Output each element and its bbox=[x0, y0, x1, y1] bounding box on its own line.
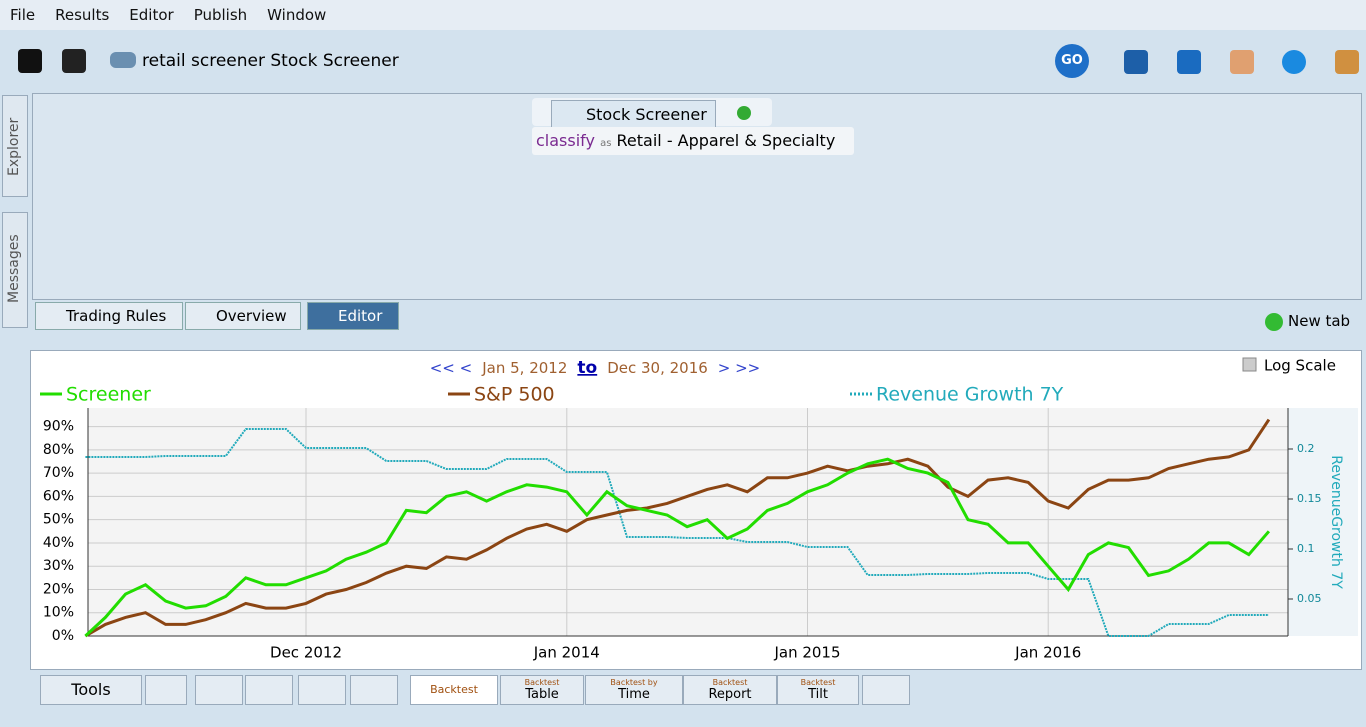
nav-next[interactable]: > >> bbox=[718, 359, 760, 377]
menu-item[interactable]: Window bbox=[267, 6, 327, 24]
tab-caption: Backtest bbox=[800, 678, 836, 687]
legend-label: S&P 500 bbox=[474, 384, 555, 406]
rule-value[interactable]: Retail - Apparel & Specialty bbox=[616, 131, 836, 150]
nav-to[interactable]: to bbox=[577, 358, 597, 378]
side-tab[interactable]: Explorer bbox=[2, 95, 28, 197]
menu-item[interactable]: Results bbox=[55, 6, 110, 24]
tab-label: Time bbox=[618, 687, 650, 702]
y-tick-label: 60% bbox=[43, 488, 74, 504]
x-tick-label: Dec 2012 bbox=[270, 644, 342, 662]
page-title: retail screener Stock Screener bbox=[142, 51, 399, 71]
bottom-tab[interactable]: Backtest by Time bbox=[585, 675, 683, 705]
rule-row: classify as Retail - Apparel & Specialty bbox=[532, 127, 854, 155]
y-tick-label: 40% bbox=[43, 535, 74, 551]
menu-item[interactable]: Editor bbox=[129, 6, 174, 24]
bottom-tab[interactable]: Tools bbox=[40, 675, 142, 705]
tab-label: Backtest bbox=[430, 683, 478, 696]
help-button[interactable] bbox=[1282, 50, 1306, 74]
y-tick-label: 90% bbox=[43, 419, 74, 435]
screener-icon bbox=[110, 52, 136, 68]
series-line bbox=[85, 428, 1269, 637]
new-tab-button[interactable]: New tab bbox=[1288, 312, 1351, 330]
tab-label: Tilt bbox=[808, 687, 828, 702]
side-tab[interactable]: Messages bbox=[2, 212, 28, 328]
editor-tab[interactable]: Stock Screener bbox=[551, 100, 716, 127]
legend-label: Revenue Growth 7Y bbox=[876, 384, 1064, 406]
rule-op: as bbox=[600, 138, 612, 149]
chart-button[interactable] bbox=[1124, 50, 1148, 74]
y2-tick-label: 0.1 bbox=[1297, 542, 1315, 555]
back-button[interactable] bbox=[18, 49, 42, 73]
menu-item[interactable]: File bbox=[10, 6, 36, 24]
bottom-tab[interactable]: Backtest bbox=[410, 675, 498, 705]
tab-caption: Backtest bbox=[524, 678, 560, 687]
tool-tab[interactable] bbox=[145, 675, 187, 705]
y-tick-label: 10% bbox=[43, 605, 74, 621]
y-tick-label: 20% bbox=[43, 581, 74, 597]
bottom-tab[interactable]: Backtest Report bbox=[683, 675, 777, 705]
series-line bbox=[84, 418, 1271, 638]
view-tab-active[interactable]: Editor bbox=[307, 302, 399, 330]
nav-prev[interactable]: << < bbox=[430, 359, 472, 377]
view-tab[interactable]: Overview bbox=[185, 302, 301, 330]
tab-caption: Backtest bbox=[712, 678, 748, 687]
y-tick-label: 80% bbox=[43, 442, 74, 458]
y-tick-label: 50% bbox=[43, 512, 74, 528]
tool-tab[interactable] bbox=[245, 675, 293, 705]
menu-item[interactable]: Publish bbox=[193, 6, 248, 24]
y2-area bbox=[1288, 408, 1358, 636]
tool-tab[interactable] bbox=[862, 675, 910, 705]
y2-axis-label: RevenueGrowth 7Y bbox=[1328, 455, 1344, 589]
save-button[interactable] bbox=[1177, 50, 1201, 74]
y-tick-label: 0% bbox=[52, 628, 74, 644]
x-tick-label: Jan 2014 bbox=[533, 644, 600, 662]
add-tab-button[interactable] bbox=[737, 106, 751, 120]
bottom-tab[interactable]: Backtest Tilt bbox=[777, 675, 859, 705]
plot-area bbox=[88, 408, 1288, 636]
exit-button[interactable] bbox=[1335, 50, 1359, 74]
new-tab-icon[interactable] bbox=[1265, 313, 1283, 331]
y-tick-label: 30% bbox=[43, 558, 74, 574]
bottom-tab[interactable]: Backtest Table bbox=[500, 675, 584, 705]
date-nav: << < Jan 5, 2012 to Dec 30, 2016 > >> bbox=[430, 358, 761, 378]
view-tab[interactable]: Trading Rules bbox=[35, 302, 183, 330]
y-tick-label: 70% bbox=[43, 465, 74, 481]
chart: << < Jan 5, 2012 to Dec 30, 2016 > >> Log Sca… bbox=[30, 350, 1362, 670]
side-tab-label: Explorer bbox=[6, 117, 22, 176]
list-button[interactable] bbox=[1230, 50, 1254, 74]
log-scale-checkbox[interactable] bbox=[1242, 357, 1257, 372]
y2-tick-label: 0.2 bbox=[1297, 442, 1315, 455]
nav-end: Dec 30, 2016 bbox=[607, 359, 708, 377]
log-scale-label: Log Scale bbox=[1264, 357, 1336, 375]
rule-keyword: classify bbox=[536, 131, 595, 150]
legend-label: Screener bbox=[66, 384, 151, 406]
x-tick-label: Jan 2015 bbox=[773, 644, 840, 662]
tab-label: Tools bbox=[71, 680, 111, 699]
tab-label: Report bbox=[708, 687, 752, 702]
home-button[interactable] bbox=[62, 49, 86, 73]
series-line bbox=[84, 457, 1271, 638]
go-button[interactable]: GO bbox=[1055, 44, 1089, 78]
tab-caption: Backtest by bbox=[610, 678, 658, 687]
tool-tab[interactable] bbox=[298, 675, 346, 705]
nav-start: Jan 5, 2012 bbox=[481, 359, 567, 377]
tool-tab[interactable] bbox=[195, 675, 243, 705]
tab-label: Table bbox=[525, 687, 559, 702]
side-tab-label: Messages bbox=[6, 234, 22, 303]
menu-bar: File Results Editor Publish Window bbox=[0, 0, 1366, 30]
tool-tab[interactable] bbox=[350, 675, 398, 705]
y2-tick-label: 0.15 bbox=[1297, 492, 1322, 505]
x-tick-label: Jan 2016 bbox=[1014, 644, 1081, 662]
y2-tick-label: 0.05 bbox=[1297, 592, 1322, 605]
